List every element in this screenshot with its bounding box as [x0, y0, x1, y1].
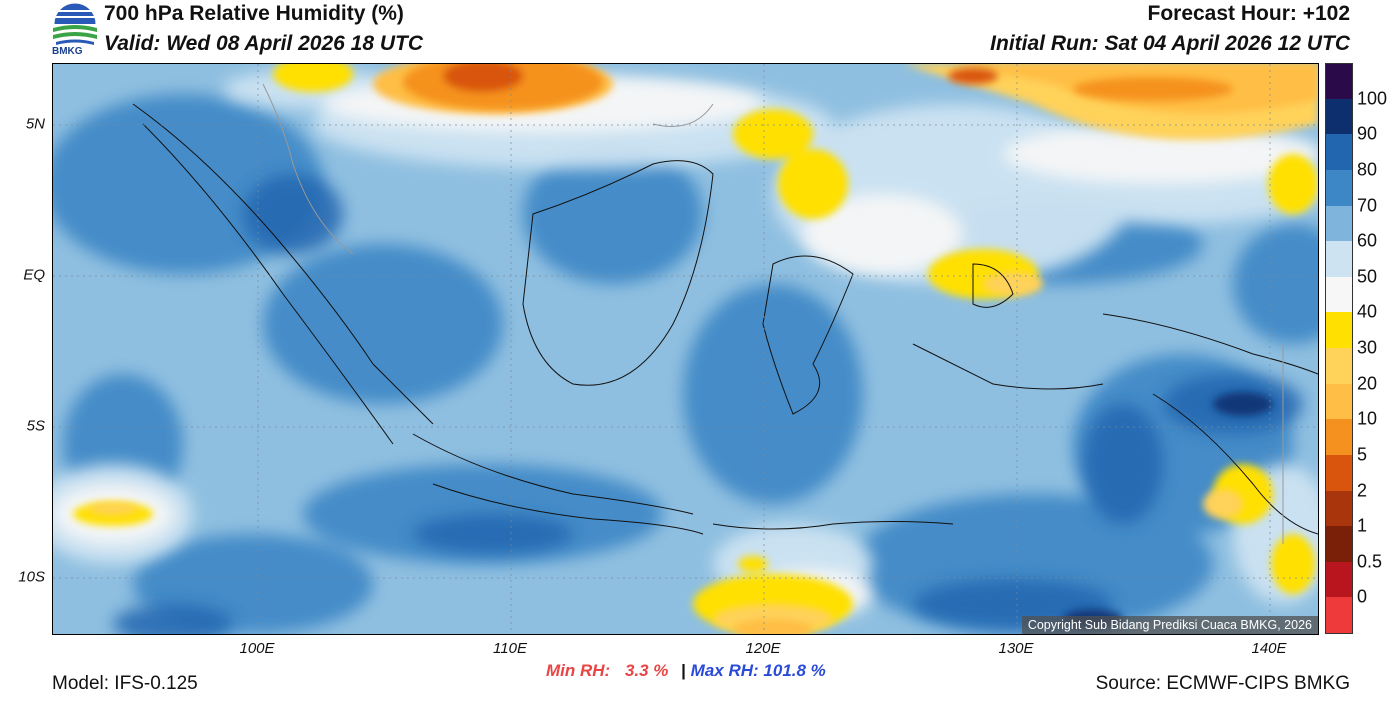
lat-label-10s: 10S [18, 568, 45, 586]
rh-stats: Min RH: 3.3 % | Max RH: 101.8 % [546, 661, 826, 681]
colorbar-block [1325, 98, 1353, 135]
logo-text: BMKG [52, 46, 83, 57]
colorbar-block [1325, 241, 1353, 277]
stats-separator: | [681, 661, 686, 680]
max-rh-label: Max RH: [690, 661, 759, 680]
colorbar-block [1325, 419, 1353, 455]
max-rh-value: 101.8 % [763, 661, 826, 680]
colorbar-level-label: 100 [1357, 88, 1388, 109]
colorbar-level-label: 60 [1357, 230, 1378, 251]
humidity-map: Copyright Sub Bidang Prediksi Cuaca BMKG… [52, 63, 1319, 635]
colorbar-block [1325, 276, 1353, 313]
colorbar-level-label: 5 [1357, 444, 1368, 465]
colorbar-block [1325, 63, 1353, 100]
bmkg-logo: BMKG [50, 2, 100, 60]
colorbar-level-label: 2 [1357, 480, 1368, 500]
bmkg-logo-icon [53, 2, 97, 45]
colorbar-block [1325, 169, 1353, 206]
valid-time: Valid: Wed 08 April 2026 18 UTC [104, 32, 423, 55]
lat-label-5n: 5N [25, 115, 45, 133]
colorbar-level-label: 90 [1357, 123, 1378, 144]
colorbar-block [1325, 454, 1353, 491]
colorbar-level-label: 0.5 [1357, 551, 1383, 572]
colorbar-block [1325, 597, 1353, 634]
colorbar-block [1325, 312, 1353, 348]
colorbar-level-label: 10 [1357, 408, 1378, 429]
min-rh-value: 3.3 % [624, 661, 669, 680]
colorbar-block [1325, 348, 1353, 384]
min-rh-label: Min RH: [546, 661, 611, 680]
lat-label-eq: EQ [23, 266, 45, 284]
colorbar-level-label: 30 [1357, 337, 1378, 358]
lon-label-100e: 100E [239, 640, 275, 657]
copyright-notice: Copyright Sub Bidang Prediksi Cuaca BMKG… [1021, 616, 1318, 634]
colorbar-block [1325, 383, 1353, 420]
lat-label-5s: 5S [26, 417, 45, 435]
colorbar-block [1325, 490, 1353, 527]
chart-title: 700 hPa Relative Humidity (%) [104, 2, 404, 25]
lon-label-130e: 130E [998, 640, 1034, 657]
colorbar-block [1325, 134, 1353, 170]
colorbar-level-label: 40 [1357, 301, 1378, 322]
colorbar-block [1325, 526, 1353, 562]
colorbar-block [1325, 561, 1353, 598]
forecast-hour: Forecast Hour: +102 [1147, 2, 1351, 25]
source-label: Source: ECMWF-CIPS BMKG [1095, 673, 1350, 694]
lon-label-110e: 110E [493, 640, 527, 657]
colorbar-level-label: 20 [1357, 373, 1378, 394]
colorbar-level-label: 1 [1357, 515, 1368, 536]
colorbar-block [1325, 205, 1353, 242]
colorbar-level-label: 50 [1357, 266, 1378, 287]
lon-label-120e: 120E [745, 640, 781, 657]
initial-run: Initial Run: Sat 04 April 2026 12 UTC [990, 32, 1350, 55]
colorbar-level-label: 0 [1357, 586, 1368, 607]
lon-label-140e: 140E [1251, 640, 1287, 657]
colorbar-level-label: 70 [1357, 195, 1378, 215]
model-label: Model: IFS-0.125 [52, 673, 198, 694]
colorbar-level-label: 80 [1357, 159, 1378, 180]
humidity-field [53, 64, 1318, 634]
